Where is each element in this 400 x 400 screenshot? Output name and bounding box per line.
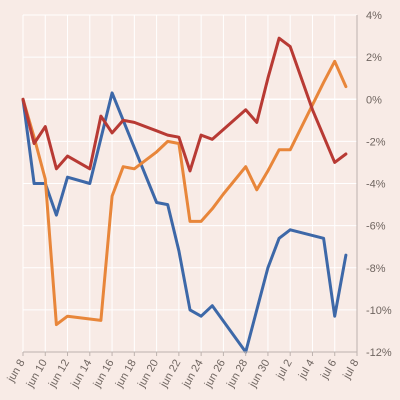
y-tick-label: -4%: [366, 179, 386, 191]
y-tick-label: -8%: [366, 263, 386, 275]
y-tick-label: -12%: [366, 347, 392, 359]
series-lines: [21, 36, 348, 354]
y-tick-label: -10%: [366, 305, 392, 317]
y-tick-label: 0%: [366, 94, 382, 106]
series-line-3: [21, 36, 348, 173]
x-tick-label: jul 6: [318, 358, 339, 382]
x-tick-label: jul 4: [296, 358, 317, 382]
x-tick-label: jun 26: [202, 358, 228, 391]
x-tick-label: jul 2: [274, 358, 295, 382]
x-tick-label: jun 18: [113, 358, 139, 391]
x-tick-label: jun 14: [69, 358, 95, 391]
y-tick-label: 4%: [366, 10, 382, 22]
x-tick-label: jun 20: [135, 358, 161, 391]
series-line-1: [21, 91, 348, 354]
x-tick-label: jun 24: [180, 358, 206, 391]
x-tick-label: jun 16: [91, 358, 117, 391]
x-tick-label: jun 28: [224, 358, 250, 391]
series-line-2: [21, 59, 348, 327]
y-tick-label: -6%: [366, 221, 386, 233]
x-tick-label: jun 22: [158, 358, 184, 391]
x-tick-label: jun 30: [247, 358, 273, 391]
y-tick-label: 2%: [366, 52, 382, 64]
x-tick-label: jun 8: [5, 358, 28, 386]
x-tick-label: jul 8: [341, 358, 362, 382]
y-tick-label: -2%: [366, 136, 386, 148]
x-tick-label: jun 10: [24, 358, 50, 391]
x-tick-label: jun 12: [46, 358, 72, 391]
grid: [22, 14, 358, 353]
